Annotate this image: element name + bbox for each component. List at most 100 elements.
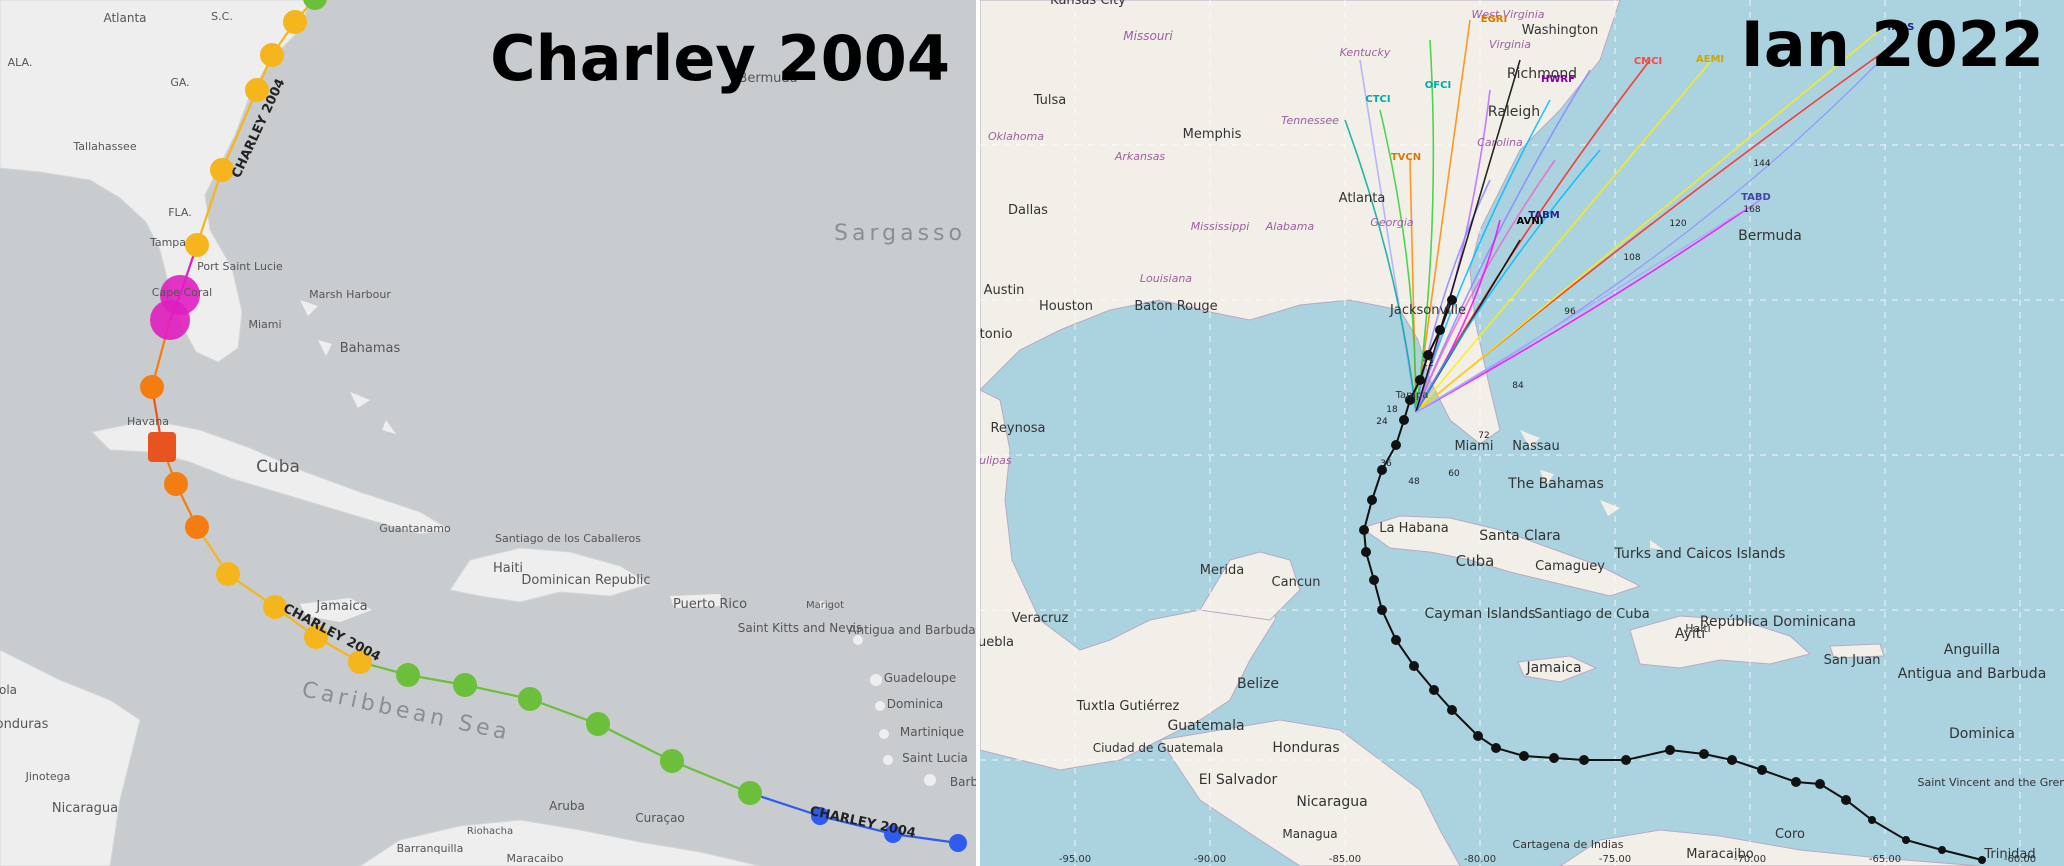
charley-position-marker — [216, 562, 240, 586]
place-label-honduras: Honduras — [1272, 740, 1339, 756]
ian-position-marker — [1447, 295, 1457, 305]
ian-position-marker — [1665, 745, 1675, 755]
place-label-marsh-harbour: Marsh Harbour — [309, 288, 391, 301]
model-label-cmci: CMCI — [1634, 56, 1662, 67]
right-land-bahamas — [1520, 430, 1664, 550]
place-label-barranquilla: Barranquilla — [397, 842, 464, 855]
place-label-miami: Miami — [1454, 439, 1493, 454]
charley-track-segment — [819, 814, 894, 836]
charley-position-marker — [185, 515, 209, 539]
right-graticule — [980, 0, 2064, 866]
charley-position-marker — [245, 78, 269, 102]
ian-position-marker — [1435, 325, 1445, 335]
place-label-belize: Belize — [1237, 676, 1279, 692]
model-track-line — [1344, 119, 1417, 413]
ian-position-marker — [1841, 795, 1851, 805]
ian-2022-map: Kansas City Missouri Kentucky Washington Wes… — [972, 0, 2064, 866]
ian-position-marker — [1791, 777, 1801, 787]
longitude-label: -90.00 — [1194, 854, 1226, 865]
place-label-onduras: onduras — [0, 717, 49, 732]
place-label-alabama: Alabama — [1265, 220, 1315, 233]
place-label-missouri: Missouri — [1123, 29, 1173, 43]
place-label-georgia: Georgia — [1370, 216, 1414, 229]
ian-position-marker — [1391, 635, 1401, 645]
place-label-nassau: Nassau — [1512, 439, 1559, 454]
place-label-anguilla: Anguilla — [1944, 642, 2000, 658]
lead-hour-label-144: 144 — [1753, 159, 1770, 169]
left-land-jamaica — [300, 598, 372, 622]
ian-position-marker — [1377, 465, 1387, 475]
charley-position-marker — [283, 10, 307, 34]
longitude-label: -85.00 — [1329, 854, 1361, 865]
right-place-labels: Kansas City Missouri Kentucky Washington Wes… — [972, 0, 2064, 862]
longitude-label: -60.00 — [2004, 854, 2036, 865]
charley-position-marker — [185, 233, 209, 257]
lead-hour-label-24: 24 — [1376, 417, 1388, 427]
charley-position-marker — [453, 673, 477, 697]
place-label-tampa: Tampa — [1395, 390, 1429, 401]
place-label-raleigh: Raleigh — [1488, 104, 1540, 120]
ian-position-marker — [1902, 836, 1910, 844]
longitude-label: -70.00 — [1734, 854, 1766, 865]
place-label-the-bahamas: The Bahamas — [1507, 476, 1604, 492]
place-label-santiago-de-cuba: Santiago de Cuba — [1534, 607, 1649, 622]
place-label-sargasso-sea: Sargasso Sea — [834, 221, 1030, 246]
lead-hour-label-108: 108 — [1623, 253, 1640, 263]
place-label-san-juan: San Juan — [1824, 653, 1881, 668]
place-label-richmond: Richmond — [1507, 66, 1577, 82]
place-label-cartagena-de-indias: Cartagena de Indias — [1513, 838, 1624, 851]
ian-position-marker — [1757, 765, 1767, 775]
place-label-dominican-republic: Dominican Republic — [521, 573, 650, 588]
charley-position-marker — [949, 834, 967, 852]
place-label-saint-lucia: Saint Lucia — [902, 751, 968, 765]
charley-position-marker — [140, 375, 164, 399]
place-label-jamaica: Jamaica — [1525, 660, 1581, 676]
charley-track-segment — [597, 723, 673, 762]
place-label-turks-and-caicos-islands: Turks and Caicos Islands — [1614, 546, 1786, 562]
place-label-bermuda: Bermuda — [738, 71, 797, 86]
place-label-virginia: Virginia — [1489, 38, 1531, 51]
place-label-guatemala: Guatemala — [1167, 718, 1244, 734]
place-label-trinidad: Trinidad — [1983, 847, 2035, 862]
charley-track-segment — [220, 89, 259, 171]
place-label-dominica: Dominica — [887, 697, 944, 711]
place-label-nicaragua: Nicaragua — [1296, 794, 1367, 810]
charley-position-marker — [884, 825, 902, 843]
lead-hour-label-12: 12 — [1422, 359, 1433, 369]
charley-position-marker — [304, 625, 328, 649]
ian-position-marker — [1369, 575, 1379, 585]
place-label-kansas-city: Kansas City — [1050, 0, 1126, 8]
place-label-veracruz: Veracruz — [1012, 611, 1069, 626]
charley-position-marker — [210, 158, 234, 182]
charley-position-marker — [586, 712, 610, 736]
right-land-south-america — [1559, 829, 1981, 866]
place-label-tampa: Tampa — [149, 236, 186, 249]
place-label-mississippi: Mississippi — [1191, 220, 1250, 233]
ian-position-marker — [1549, 753, 1559, 763]
place-label-camaguey: Camaguey — [1535, 559, 1605, 574]
place-label-jinotega: Jinotega — [25, 770, 71, 783]
model-track-line — [1415, 199, 1761, 413]
right-land-central-america — [1159, 719, 1461, 866]
charley-position-marker — [518, 687, 542, 711]
model-track-line — [1415, 159, 1556, 413]
place-label-uebla: uebla — [978, 635, 1014, 650]
right-land-hispaniola — [1629, 615, 1812, 669]
ian-position-marker — [1367, 495, 1377, 505]
place-label-aruba: Aruba — [549, 799, 585, 813]
longitude-label: -95.00 — [1059, 854, 1091, 865]
place-label-havana: Havana — [127, 415, 169, 428]
left-land-puerto-rico — [670, 594, 724, 608]
place-label-cuba: Cuba — [1456, 552, 1495, 570]
model-label-aemi: AEMI — [1696, 54, 1724, 65]
place-label-martinique: Martinique — [900, 725, 964, 739]
model-label-tabd: TABD — [1741, 192, 1771, 203]
lead-hour-label-18: 18 — [1386, 405, 1398, 415]
place-label-saint-kitts-and-nevis: Saint Kitts and Nevis — [738, 621, 863, 635]
right-land-cuba — [1360, 515, 1642, 597]
place-label-aulipas: aulipas — [972, 454, 1012, 467]
ian-position-marker — [1429, 685, 1439, 695]
place-label-managua: Managua — [1282, 827, 1337, 841]
place-label-bermuda: Bermuda — [1738, 228, 1802, 244]
